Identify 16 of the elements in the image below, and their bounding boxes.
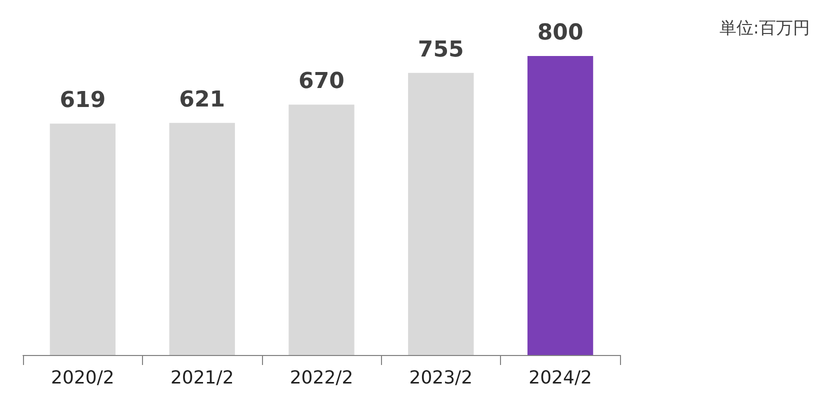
- bar: [288, 104, 354, 355]
- bar: [169, 122, 235, 355]
- x-tick-label: 2020/2: [51, 368, 114, 388]
- x-tick-label: 2021/2: [170, 368, 234, 388]
- data-label: 800: [537, 20, 584, 46]
- x-tick-label: 2024/2: [528, 368, 592, 388]
- data-label: 670: [298, 69, 344, 94]
- bar: [408, 72, 474, 355]
- data-label: 755: [418, 37, 464, 62]
- data-label: 619: [60, 88, 106, 114]
- bar: [50, 124, 116, 355]
- x-tick-label: 2023/2: [409, 368, 473, 388]
- x-tick-label: 2022/2: [290, 368, 354, 388]
- bar: [527, 56, 594, 355]
- data-label: 621: [179, 87, 226, 112]
- text: 単位:百万円: [719, 18, 810, 38]
